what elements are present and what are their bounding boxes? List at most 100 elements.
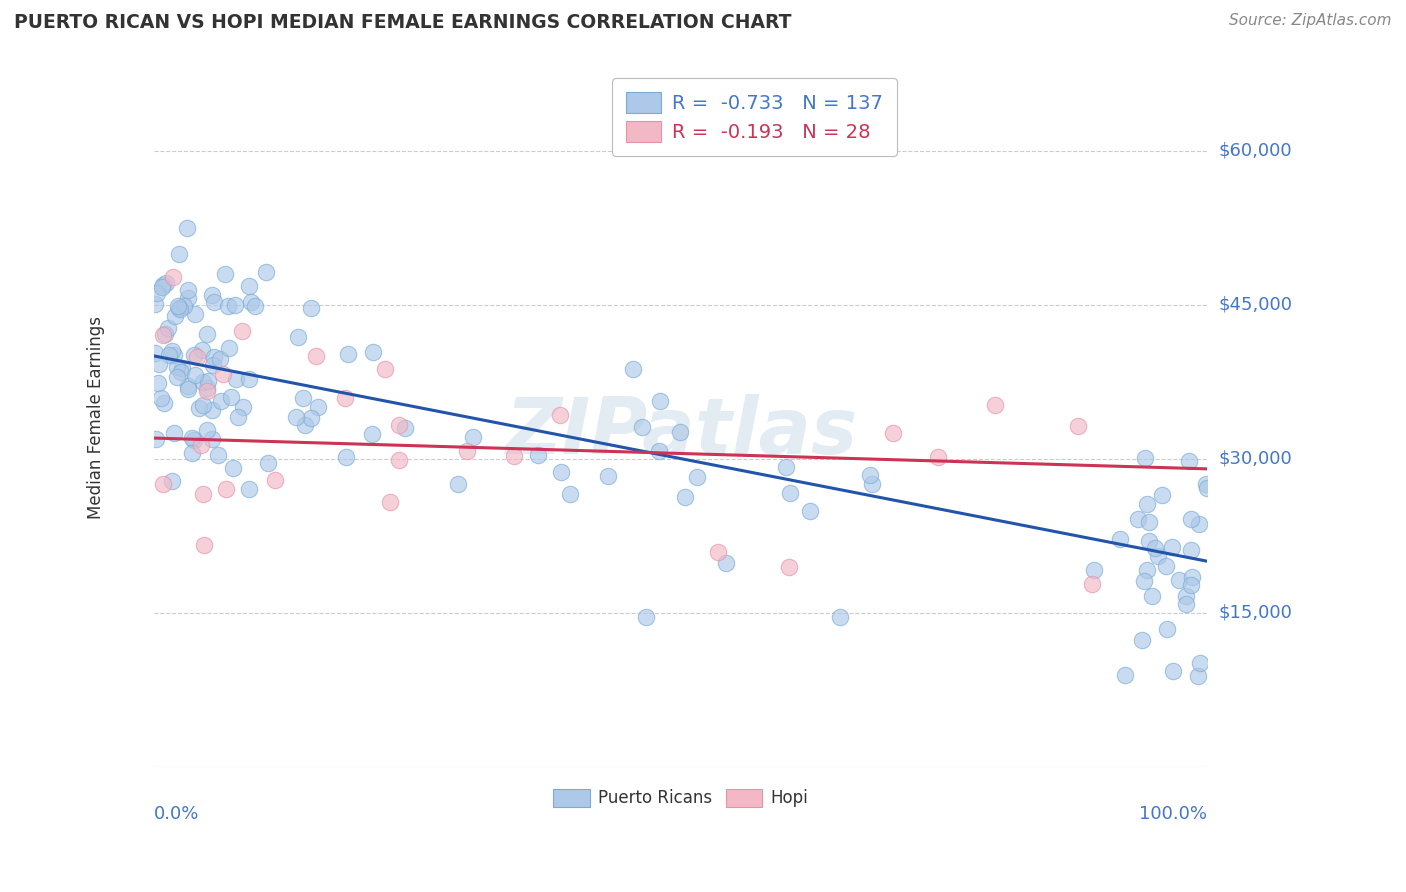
Point [209,352,232,367]
Point [648,394,671,409]
Point [195,327,218,342]
Point [1144,541,1167,556]
Point [212,367,235,381]
Point [146,376,169,390]
Point [1137,515,1160,529]
Point [305,349,328,363]
Point [1114,668,1136,682]
Point [184,368,207,382]
Point [1156,622,1178,636]
Point [287,329,309,343]
Point [163,310,186,324]
Point [183,433,205,447]
Point [1140,590,1163,604]
Point [502,449,524,463]
Point [598,469,620,483]
Point [630,420,652,434]
Point [1152,488,1174,502]
Point [183,348,205,362]
Point [169,302,191,317]
Point [238,372,260,386]
Point [394,421,416,435]
Point [335,450,357,464]
Point [714,556,737,570]
Point [1133,451,1156,466]
Point [1178,454,1201,468]
Point [548,408,571,422]
Point [1147,549,1170,563]
Point [167,247,190,261]
Text: Median Female Earnings: Median Female Earnings [87,316,105,519]
Point [1137,533,1160,548]
Point [882,425,904,440]
Point [648,444,671,458]
Point [150,279,173,293]
Point [292,391,315,405]
Point [197,381,219,395]
Point [636,609,658,624]
Point [239,294,262,309]
Point [149,391,172,405]
Legend: Puerto Ricans, Hopi: Puerto Ricans, Hopi [547,782,815,814]
Point [378,494,401,508]
Point [214,267,236,281]
Point [152,477,174,491]
Point [299,301,322,315]
Point [828,609,851,624]
Point [186,350,208,364]
Text: Source: ZipAtlas.com: Source: ZipAtlas.com [1229,13,1392,29]
Point [191,398,214,412]
Point [170,365,193,379]
Point [1175,589,1198,603]
Point [860,477,883,491]
Point [207,448,229,462]
Point [222,461,245,475]
Point [163,425,186,440]
Point [1180,512,1202,526]
Point [224,298,246,312]
Point [1081,577,1104,591]
Point [558,486,581,500]
Text: $15,000: $15,000 [1219,604,1292,622]
Point [707,544,730,558]
Point [180,431,202,445]
Point [1168,573,1191,587]
Point [799,504,821,518]
Point [184,307,207,321]
Point [162,269,184,284]
Point [166,369,188,384]
Point [143,345,166,359]
Point [361,344,384,359]
Point [160,474,183,488]
Point [176,382,198,396]
Point [180,446,202,460]
Point [167,301,190,315]
Point [145,286,167,301]
Point [215,482,238,496]
Point [1188,656,1211,670]
Point [673,490,696,504]
Point [1187,669,1209,683]
Text: 0.0%: 0.0% [155,805,200,823]
Point [202,358,225,372]
Point [238,482,260,496]
Point [218,341,240,355]
Point [153,327,176,342]
Point [152,396,174,410]
Point [145,432,167,446]
Point [243,300,266,314]
Point [264,473,287,487]
Point [176,220,198,235]
Point [195,423,218,437]
Text: ZIPatlas: ZIPatlas [505,393,858,469]
Point [163,348,186,362]
Point [1161,664,1184,678]
Point [374,362,396,376]
Point [1174,597,1197,611]
Point [254,265,277,279]
Point [201,288,224,302]
Point [190,343,212,357]
Point [226,410,249,425]
Point [779,486,801,500]
Point [1180,577,1202,591]
